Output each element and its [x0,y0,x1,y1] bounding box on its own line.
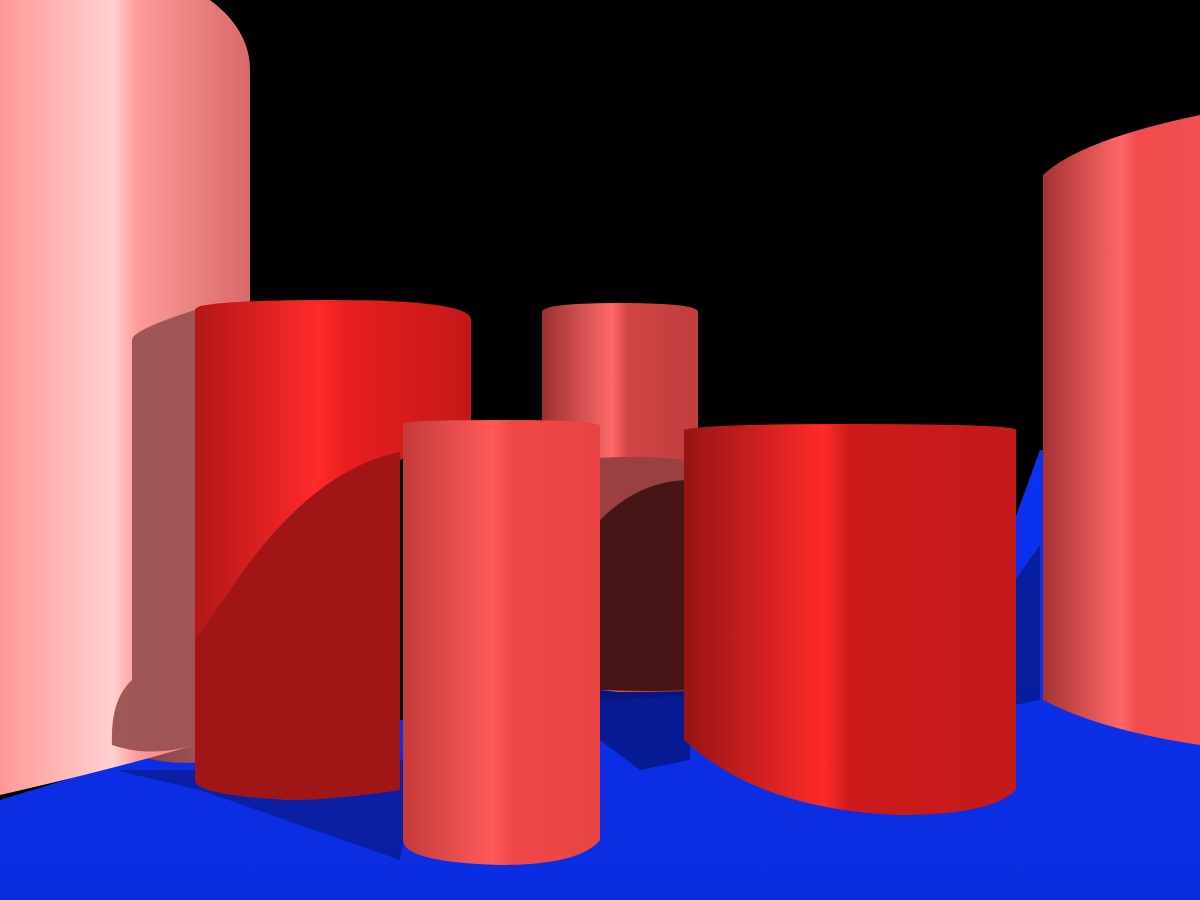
cylinder-far-left [0,0,250,795]
cylinder-front-center [403,420,600,865]
cylinder-front-right [684,424,1016,815]
cylinder-far-right [1043,115,1200,745]
floor-shadow [1015,545,1040,705]
cylinder-front-left [195,300,471,800]
cylinder-back-center [542,303,698,692]
